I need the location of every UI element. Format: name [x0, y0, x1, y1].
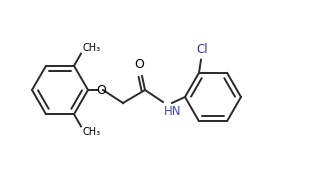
Text: O: O — [134, 58, 144, 71]
Text: O: O — [96, 84, 106, 96]
Text: CH₃: CH₃ — [82, 127, 100, 137]
Text: HN: HN — [164, 105, 181, 118]
Text: Cl: Cl — [196, 43, 208, 56]
Text: CH₃: CH₃ — [82, 43, 100, 53]
